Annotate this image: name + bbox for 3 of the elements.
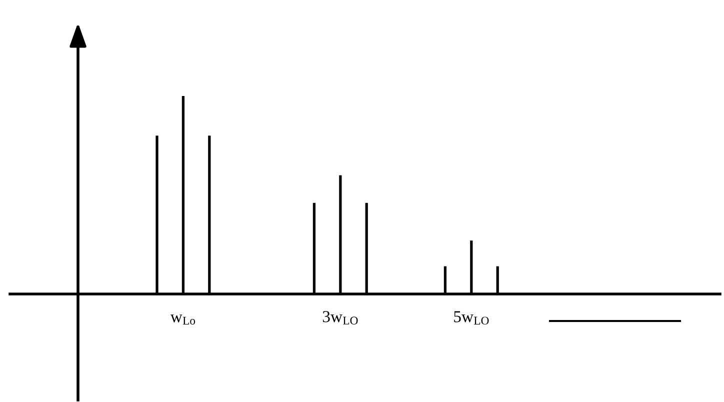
x-tick-label: w$_{Lo}$: [170, 314, 196, 325]
x-tick-label: 5w$_{LO}$: [454, 311, 489, 325]
x-tick-label: 3w$_{LO}$: [322, 311, 358, 325]
